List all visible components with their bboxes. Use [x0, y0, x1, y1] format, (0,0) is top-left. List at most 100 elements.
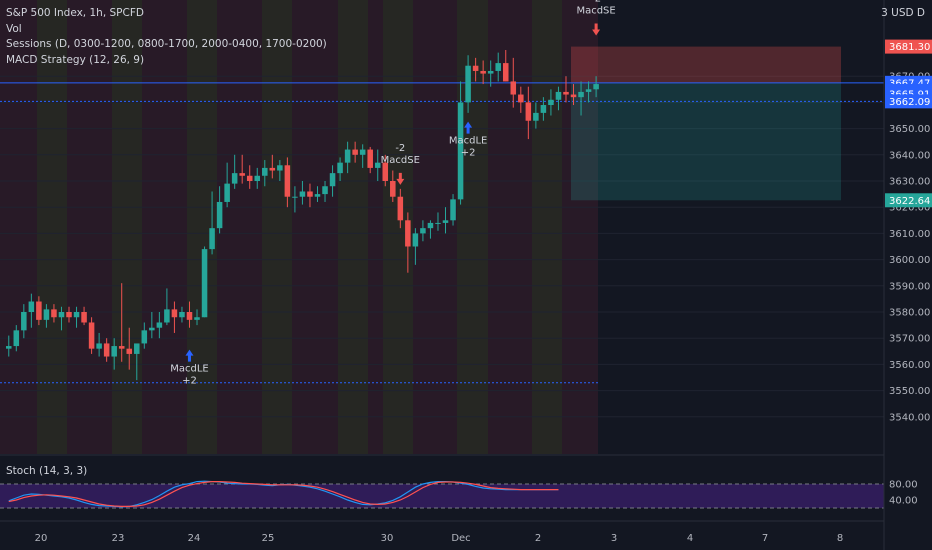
candle[interactable]: [201, 246, 208, 318]
candle[interactable]: [359, 144, 366, 168]
candle[interactable]: [533, 102, 539, 129]
candlesticks: [6, 50, 599, 381]
candle[interactable]: [405, 212, 411, 273]
candle[interactable]: [73, 306, 80, 328]
candle[interactable]: [307, 183, 313, 208]
price-tag[interactable]: 3662.09: [885, 94, 932, 109]
candle[interactable]: [246, 165, 253, 189]
candle[interactable]: [322, 181, 328, 202]
candle[interactable]: [593, 76, 599, 98]
candle[interactable]: [21, 304, 27, 339]
candle[interactable]: [164, 288, 170, 326]
candle[interactable]: [412, 228, 419, 265]
candle[interactable]: [88, 317, 95, 354]
candle[interactable]: [66, 306, 72, 323]
candle[interactable]: [254, 167, 261, 189]
candle[interactable]: [457, 81, 464, 205]
candle[interactable]: [277, 160, 283, 181]
candle[interactable]: [518, 86, 524, 113]
candle[interactable]: [262, 160, 268, 187]
candle-body: [420, 228, 426, 234]
candle[interactable]: [314, 186, 321, 202]
candle[interactable]: [420, 220, 426, 242]
candle[interactable]: [231, 154, 238, 189]
candle[interactable]: [284, 157, 291, 208]
candle[interactable]: [36, 296, 42, 326]
symbol-title[interactable]: S&P 500 Index, 1h, SPCFD: [6, 7, 144, 19]
candle[interactable]: [216, 186, 223, 234]
candle[interactable]: [510, 57, 517, 108]
candle[interactable]: [555, 86, 562, 111]
candle[interactable]: [6, 335, 12, 357]
candle-body: [96, 343, 102, 349]
candle[interactable]: [329, 165, 336, 197]
candle[interactable]: [299, 181, 306, 205]
candle[interactable]: [186, 301, 193, 328]
candle[interactable]: [465, 55, 471, 113]
signal-long[interactable]: MacdLE+2: [449, 121, 488, 159]
candle[interactable]: [487, 60, 494, 87]
candle[interactable]: [570, 84, 577, 106]
candle[interactable]: [427, 220, 434, 239]
candle[interactable]: [118, 283, 125, 362]
currency-unit-label[interactable]: 3 USD D: [881, 7, 925, 19]
price-tick-label: 3550.00: [889, 386, 930, 397]
sessions-indicator-label[interactable]: Sessions (D, 0300-1200, 0800-1700, 2000-…: [6, 38, 327, 50]
candle-body: [171, 309, 178, 318]
candle[interactable]: [344, 141, 351, 174]
candle[interactable]: [141, 322, 148, 349]
candle[interactable]: [442, 207, 449, 234]
candle[interactable]: [224, 162, 230, 208]
candle[interactable]: [156, 312, 163, 339]
candle[interactable]: [43, 304, 50, 328]
candle[interactable]: [81, 306, 87, 326]
candle[interactable]: [13, 325, 20, 352]
candle[interactable]: [548, 89, 554, 116]
candle[interactable]: [292, 186, 298, 213]
candle[interactable]: [51, 304, 57, 323]
vol-indicator-label[interactable]: Vol: [6, 22, 22, 35]
candle[interactable]: [472, 57, 479, 82]
price-tag[interactable]: 3681.30: [885, 39, 932, 54]
candle[interactable]: [58, 306, 65, 331]
candle[interactable]: [390, 170, 396, 202]
candle[interactable]: [96, 332, 102, 357]
candle[interactable]: [563, 76, 569, 103]
signal-long[interactable]: MacdLE+2: [170, 349, 209, 387]
candle[interactable]: [450, 194, 456, 226]
candle[interactable]: [585, 81, 592, 103]
candle[interactable]: [149, 312, 155, 339]
candle[interactable]: [435, 212, 441, 231]
candle[interactable]: [367, 146, 373, 174]
candle[interactable]: [397, 188, 404, 229]
candle[interactable]: [209, 191, 215, 255]
candle[interactable]: [103, 338, 110, 362]
candle[interactable]: [495, 52, 501, 82]
candle[interactable]: [525, 86, 532, 140]
candle[interactable]: [171, 301, 178, 333]
candle[interactable]: [194, 309, 200, 326]
candle[interactable]: [179, 306, 185, 323]
candle[interactable]: [382, 154, 389, 187]
price-tag[interactable]: 3622.64: [885, 193, 932, 208]
stop-loss-zone[interactable]: [571, 46, 841, 83]
candle[interactable]: [111, 338, 117, 370]
candle[interactable]: [352, 141, 358, 163]
strategy-indicator-label[interactable]: MACD Strategy (12, 26, 9): [6, 53, 145, 66]
candle[interactable]: [337, 157, 343, 181]
stoch-indicator-label[interactable]: Stoch (14, 3, 3): [6, 465, 88, 477]
candle[interactable]: [480, 60, 486, 85]
candle[interactable]: [374, 149, 381, 181]
candle[interactable]: [28, 293, 35, 328]
candle[interactable]: [239, 154, 245, 184]
candle[interactable]: [540, 97, 547, 121]
candle[interactable]: [578, 81, 584, 116]
candle[interactable]: [269, 154, 276, 179]
candle[interactable]: [502, 50, 509, 82]
take-profit-zone[interactable]: [571, 82, 841, 201]
candle[interactable]: [134, 343, 140, 381]
candle[interactable]: [126, 327, 133, 370]
